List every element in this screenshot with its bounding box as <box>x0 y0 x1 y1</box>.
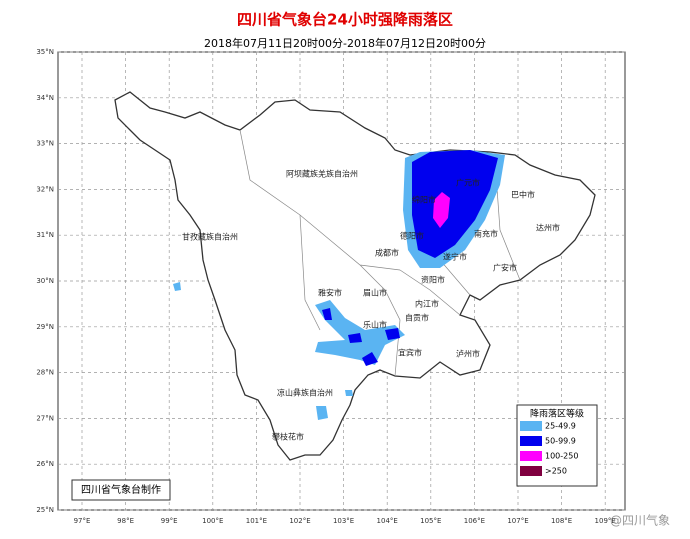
place-label: 成都市 <box>375 248 399 258</box>
lon-label: 108°E <box>551 517 572 525</box>
lon-label: 102°E <box>289 517 310 525</box>
place-label: 遂宁市 <box>443 252 467 262</box>
legend-swatch <box>520 466 542 476</box>
credit-box <box>71 479 171 501</box>
lat-label: 25°N <box>36 506 54 514</box>
place-label: 凉山彝族自治州 <box>277 388 333 398</box>
place-label: 泸州市 <box>456 349 480 359</box>
rain-area <box>322 308 332 320</box>
lat-label: 29°N <box>36 323 54 331</box>
place-label: 宜宾市 <box>398 348 422 358</box>
lat-label: 35°N <box>36 48 54 56</box>
lon-label: 104°E <box>377 517 398 525</box>
lon-label: 98°E <box>117 517 134 525</box>
lat-label: 32°N <box>36 185 54 193</box>
watermark: @四川气象 <box>610 513 670 528</box>
title: 四川省气象台24小时强降雨落区 <box>237 11 453 29</box>
place-label: 雅安市 <box>318 288 342 298</box>
legend-swatch <box>520 421 542 431</box>
lon-label: 101°E <box>246 517 267 525</box>
place-label: 眉山市 <box>363 288 387 298</box>
rain-area <box>362 352 378 366</box>
lat-label: 28°N <box>36 369 54 377</box>
lon-label: 100°E <box>202 517 223 525</box>
place-label: 绵阳市 <box>412 195 436 205</box>
place-label: 达州市 <box>536 223 560 233</box>
place-label: 自贡市 <box>405 313 429 323</box>
rain-area <box>348 333 362 343</box>
place-label: 甘孜藏族自治州 <box>182 232 238 242</box>
lat-label: 33°N <box>36 140 54 148</box>
rain-area <box>173 282 181 291</box>
lat-label: 34°N <box>36 94 54 102</box>
place-label: 南充市 <box>474 229 498 239</box>
legend-swatch <box>520 451 542 461</box>
place-label: 德阳市 <box>400 231 424 241</box>
rain-area <box>433 192 450 228</box>
lat-label: 31°N <box>36 231 54 239</box>
place-label: 攀枝花市 <box>272 432 304 442</box>
credit: 四川省气象台制作 <box>81 483 161 496</box>
lat-label: 30°N <box>36 277 54 285</box>
lon-label: 97°E <box>74 517 91 525</box>
legend-label: 50-99.9 <box>545 437 576 446</box>
subtitle: 2018年07月11日20时00分-2018年07月12日20时00分 <box>204 36 486 50</box>
place-label: 巴中市 <box>511 190 535 200</box>
lat-label: 27°N <box>36 414 54 422</box>
legend-swatch <box>520 436 542 446</box>
place-label: 乐山市 <box>363 320 387 330</box>
rain-area <box>315 300 405 365</box>
rain-area <box>345 390 353 396</box>
legend-label: 100-250 <box>545 452 578 461</box>
legend-label: >250 <box>545 467 567 476</box>
lon-label: 109°E <box>595 517 616 525</box>
lon-label: 105°E <box>420 517 441 525</box>
legend-label: 25-49.9 <box>545 422 576 431</box>
rain-area <box>316 406 328 420</box>
place-label: 资阳市 <box>421 275 445 285</box>
lat-label: 26°N <box>36 460 54 468</box>
place-label: 广元市 <box>456 178 480 188</box>
place-label: 广安市 <box>493 263 517 273</box>
rain-area <box>385 328 400 340</box>
legend-title: 降雨落区等级 <box>530 408 584 420</box>
lon-label: 103°E <box>333 517 354 525</box>
rain-area <box>412 150 498 258</box>
lon-label: 107°E <box>507 517 528 525</box>
lon-label: 99°E <box>161 517 178 525</box>
place-label: 阿坝藏族羌族自治州 <box>286 169 358 179</box>
lon-label: 106°E <box>464 517 485 525</box>
place-label: 内江市 <box>415 299 439 309</box>
